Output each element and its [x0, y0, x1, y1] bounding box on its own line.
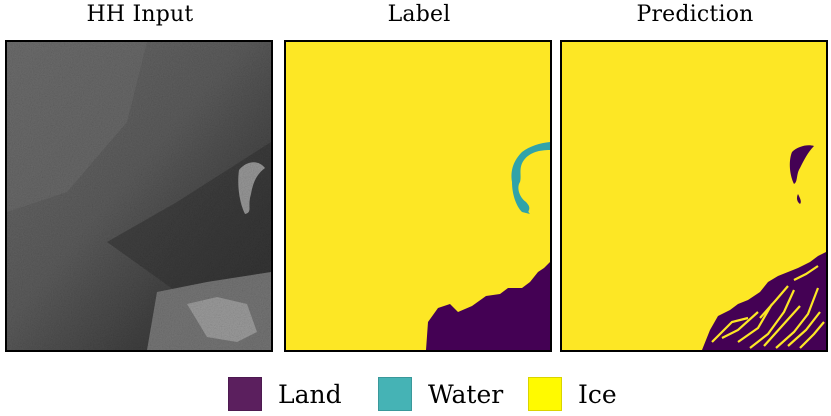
panel-title-hh-input: HH Input [86, 2, 194, 27]
legend: Land Water Ice [0, 376, 831, 412]
land-swatch [228, 377, 262, 411]
panel-title-label: Label [387, 2, 451, 27]
prediction-segmentation [562, 42, 826, 350]
predicted-land-fragment [789, 145, 814, 184]
predicted-land-fragment [796, 194, 801, 204]
legend-label-water: Water [428, 379, 504, 409]
prediction-map [560, 40, 828, 352]
label-segmentation [286, 42, 550, 350]
predicted-land-region [702, 252, 826, 350]
water-region [511, 142, 550, 214]
legend-label-ice: Ice [578, 379, 617, 409]
water-swatch [378, 377, 412, 411]
hh-input-image [5, 40, 273, 352]
legend-item-water: Water [378, 376, 503, 412]
ice-swatch [528, 377, 562, 411]
predicted-ice-channels [711, 265, 825, 349]
sar-image [7, 42, 271, 350]
land-region [426, 262, 550, 350]
legend-item-land: Land [228, 376, 342, 412]
water-region-fragment [521, 200, 530, 212]
legend-label-land: Land [278, 379, 342, 409]
legend-item-ice: Ice [528, 376, 617, 412]
panel-title-prediction: Prediction [636, 2, 754, 27]
label-map [284, 40, 552, 352]
